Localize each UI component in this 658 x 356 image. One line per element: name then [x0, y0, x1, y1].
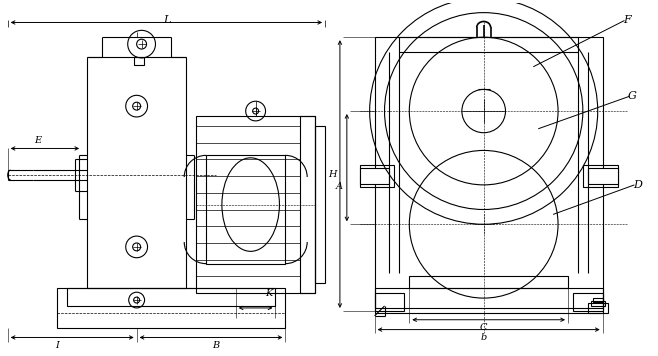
- Bar: [134, 57, 143, 65]
- Text: F: F: [624, 16, 631, 26]
- Bar: [300, 116, 315, 293]
- Text: A: A: [336, 182, 342, 192]
- Bar: [57, 288, 286, 328]
- Bar: [196, 116, 315, 293]
- Bar: [573, 293, 603, 311]
- Text: b: b: [480, 333, 487, 342]
- Bar: [588, 168, 618, 184]
- Text: K: K: [265, 289, 272, 298]
- Bar: [206, 155, 286, 264]
- Bar: [409, 277, 568, 288]
- Bar: [593, 298, 603, 302]
- Bar: [374, 37, 603, 308]
- Text: H: H: [328, 169, 336, 179]
- Bar: [374, 293, 405, 311]
- Text: D: D: [633, 180, 642, 190]
- Text: C: C: [480, 323, 488, 332]
- Text: E: E: [34, 136, 41, 145]
- Bar: [315, 126, 325, 283]
- Text: I: I: [55, 341, 59, 350]
- Bar: [591, 301, 605, 306]
- Bar: [67, 288, 276, 306]
- Bar: [583, 165, 618, 187]
- Bar: [374, 288, 603, 313]
- Text: L: L: [163, 15, 170, 25]
- Text: G: G: [628, 91, 637, 101]
- Bar: [360, 165, 394, 187]
- Bar: [399, 37, 578, 52]
- Bar: [588, 303, 607, 313]
- Bar: [360, 168, 390, 184]
- Text: B: B: [213, 341, 220, 350]
